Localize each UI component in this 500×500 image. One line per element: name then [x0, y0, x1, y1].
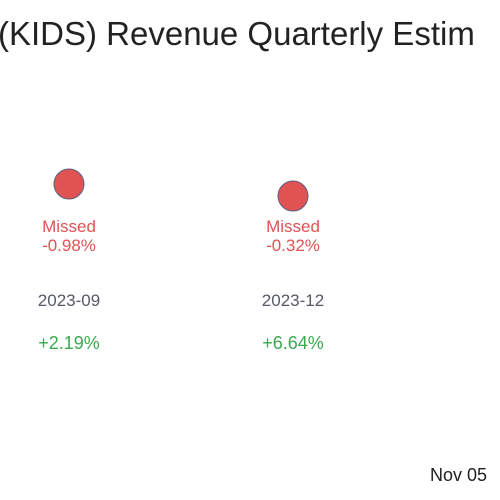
period-label: 2023-09 — [38, 291, 100, 310]
change-label: +6.64% — [262, 333, 324, 353]
quarter-columns: Missed-0.98%2023-09+2.19%Missed-0.32%202… — [38, 168, 324, 353]
report-date: Nov 05 — [430, 465, 487, 485]
period-label: 2023-12 — [262, 291, 324, 310]
surprise-dot — [53, 168, 85, 200]
status-label: Missed — [42, 217, 96, 236]
change-label: +2.19% — [38, 333, 100, 353]
status-label: Missed — [266, 217, 320, 236]
surprise-label: -0.98% — [42, 236, 96, 255]
chart-title: (KIDS) Revenue Quarterly Estim — [0, 15, 475, 52]
surprise-label: -0.32% — [266, 236, 320, 255]
surprise-dot — [277, 180, 309, 212]
